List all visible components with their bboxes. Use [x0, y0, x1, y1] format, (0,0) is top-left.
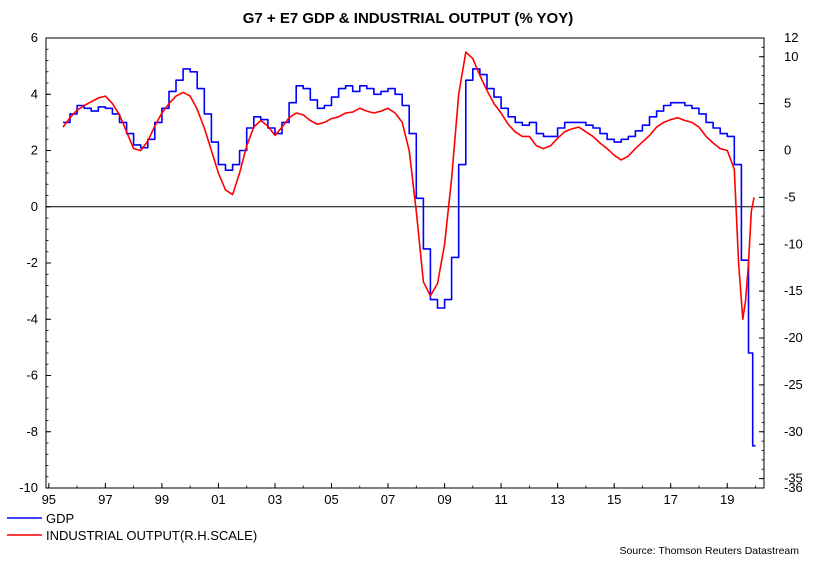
series-layer: [62, 51, 756, 447]
left-axis-tick-label: -6: [26, 368, 38, 383]
right-axis-tick-label: 0: [784, 143, 791, 158]
left-axis-tick-label: -10: [19, 480, 38, 495]
x-axis-tick-label: 03: [268, 492, 282, 507]
left-axis-tick-label: -8: [26, 424, 38, 439]
legend-label-industrial-output: INDUSTRIAL OUTPUT(R.H.SCALE): [46, 528, 257, 543]
left-axis-tick-label: 0: [31, 199, 38, 214]
x-axis: 95 97 99 01 03 05 07 09 11 13 15 17 19: [42, 483, 756, 507]
right-axis-tick-label: -35: [784, 471, 803, 486]
industrial-output-series-line: [62, 51, 755, 321]
chart-title: G7 + E7 GDP & INDUSTRIAL OUTPUT (% YOY): [243, 10, 573, 27]
x-axis-tick-label: 01: [211, 492, 225, 507]
x-axis-tick-label: 07: [381, 492, 395, 507]
x-axis-tick-label: 97: [98, 492, 112, 507]
right-axis-tick-label: -20: [784, 330, 803, 345]
x-axis-tick-label: 19: [720, 492, 734, 507]
right-axis-tick-label: -10: [784, 236, 803, 251]
right-axis-tick-label: 5: [784, 96, 791, 111]
left-axis-tick-label: 4: [31, 86, 38, 101]
x-axis-tick-label: 95: [42, 492, 56, 507]
right-axis-tick-label: 10: [784, 49, 798, 64]
left-axis-tick-label: 6: [31, 30, 38, 45]
gdp-series-line: [63, 68, 756, 447]
x-axis-tick-label: 17: [663, 492, 677, 507]
x-axis-tick-label: 15: [607, 492, 621, 507]
x-axis-tick-label: 11: [494, 492, 508, 507]
x-axis-tick-label: 99: [155, 492, 169, 507]
source-label: Source: Thomson Reuters Datastream: [619, 545, 799, 557]
x-axis-tick-label: 13: [550, 492, 564, 507]
right-axis-tick-label: -25: [784, 377, 803, 392]
right-axis: 12 10 5 0 -5 -10 -15 -20 -25 -30 -35-36: [759, 30, 803, 495]
right-axis-tick-label: -30: [784, 424, 803, 439]
legend: GDP INDUSTRIAL OUTPUT(R.H.SCALE): [7, 511, 257, 543]
x-axis-tick-label: 09: [437, 492, 451, 507]
right-axis-tick-label: -15: [784, 283, 803, 298]
left-axis-tick-label: 2: [31, 143, 38, 158]
x-axis-tick-label: 05: [324, 492, 338, 507]
legend-label-gdp: GDP: [46, 511, 74, 526]
right-axis-tick-label: -5: [784, 189, 796, 204]
right-axis-tick-label: -36: [784, 480, 803, 495]
right-axis-tick-label: 12: [784, 30, 798, 45]
left-axis-tick-label: -2: [26, 255, 38, 270]
left-axis: 6 4 2 0 -2 -4 -6 -8 -10: [19, 30, 51, 495]
left-axis-tick-label: -4: [26, 311, 38, 326]
